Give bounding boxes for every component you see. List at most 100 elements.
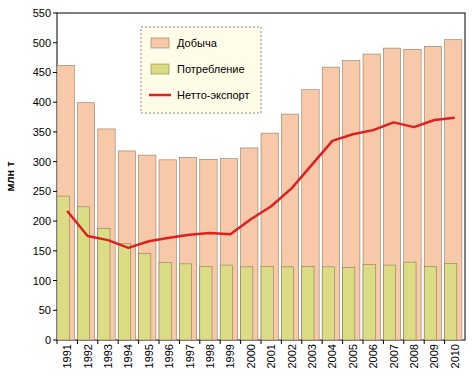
tick [261, 340, 262, 344]
tick [97, 340, 98, 344]
bar [322, 67, 339, 340]
tick-label: 2010 [449, 344, 461, 368]
tick-label: 2004 [326, 344, 338, 368]
bar [57, 65, 74, 340]
tick-label: 2001 [265, 344, 277, 368]
bar [404, 49, 421, 340]
bar [200, 266, 212, 340]
tick [53, 72, 57, 73]
bar [159, 160, 176, 340]
tick [342, 340, 343, 344]
bar [57, 196, 69, 340]
tick [199, 340, 200, 344]
tick-label: 2007 [388, 344, 400, 368]
tick-label: 150 [33, 245, 51, 257]
bar [383, 265, 395, 340]
tick-label: 500 [33, 37, 51, 49]
tick-label: 1993 [102, 344, 114, 368]
tick [240, 340, 241, 344]
tick [322, 340, 323, 344]
tick-label: 300 [33, 156, 51, 168]
tick [53, 221, 57, 222]
bar [179, 264, 191, 340]
tick [53, 280, 57, 281]
legend-label: Потребление [177, 63, 245, 75]
bar [445, 263, 457, 340]
tick-label: 2005 [347, 344, 359, 368]
legend-label: Нетто-экспорт [177, 89, 249, 101]
tick-label: 2008 [408, 344, 420, 368]
tick-label: 1999 [224, 344, 236, 368]
tick [53, 102, 57, 103]
tick-label: 450 [33, 66, 51, 78]
legend-swatch [151, 64, 169, 74]
legend-box [141, 27, 261, 113]
tick [363, 340, 364, 344]
tick [281, 340, 282, 344]
bar [200, 159, 217, 340]
tick [118, 340, 119, 344]
tick [53, 250, 57, 251]
tick-label: 2003 [306, 344, 318, 368]
bar [159, 263, 171, 340]
bar [220, 159, 237, 340]
bar [139, 155, 156, 340]
axis-label: млн т [4, 161, 16, 192]
tick [383, 340, 384, 344]
tick [57, 340, 58, 344]
bar [98, 129, 115, 340]
bar [281, 267, 293, 340]
bar [139, 253, 151, 340]
tick-label: 1996 [163, 344, 175, 368]
tick-label: 100 [33, 275, 51, 287]
legend-swatch [151, 38, 169, 48]
tick-label: 1997 [184, 344, 196, 368]
bar [404, 262, 416, 340]
bar [322, 267, 334, 340]
bar [383, 48, 400, 340]
tick [444, 340, 445, 344]
tick [53, 13, 57, 14]
tick [77, 340, 78, 344]
tick-label: 2002 [286, 344, 298, 368]
tick [53, 131, 57, 132]
bar [261, 266, 273, 340]
tick [403, 340, 404, 344]
tick-label: 1992 [82, 344, 94, 368]
tick-label: 1991 [61, 344, 73, 368]
tick [53, 310, 57, 311]
bar [343, 267, 355, 340]
tick-label: 1994 [122, 344, 134, 368]
bar [281, 114, 298, 340]
bar [220, 265, 232, 340]
tick-label: 2000 [245, 344, 257, 368]
tick-label: 2006 [367, 344, 379, 368]
legend-swatch [149, 94, 171, 97]
tick-label: 1995 [143, 344, 155, 368]
bar [445, 40, 462, 340]
tick-label: 0 [45, 334, 51, 346]
tick-label: 250 [33, 185, 51, 197]
tick [53, 191, 57, 192]
tick [53, 340, 57, 341]
tick-label: 350 [33, 126, 51, 138]
bar [118, 244, 130, 340]
bar [424, 266, 436, 340]
bar [179, 157, 196, 340]
bar [261, 133, 278, 340]
bar [363, 264, 375, 340]
bar [302, 90, 319, 340]
tick [53, 42, 57, 43]
tick-label: 200 [33, 215, 51, 227]
tick-label: 50 [39, 304, 51, 316]
line [67, 118, 455, 248]
bar [343, 61, 360, 340]
bar [241, 148, 258, 340]
tick [220, 340, 221, 344]
tick [138, 340, 139, 344]
bar [241, 267, 253, 340]
tick [53, 161, 57, 162]
tick-label: 1998 [204, 344, 216, 368]
chart: 0501001502002503003504004505005501991199… [0, 0, 474, 387]
bar [302, 266, 314, 340]
